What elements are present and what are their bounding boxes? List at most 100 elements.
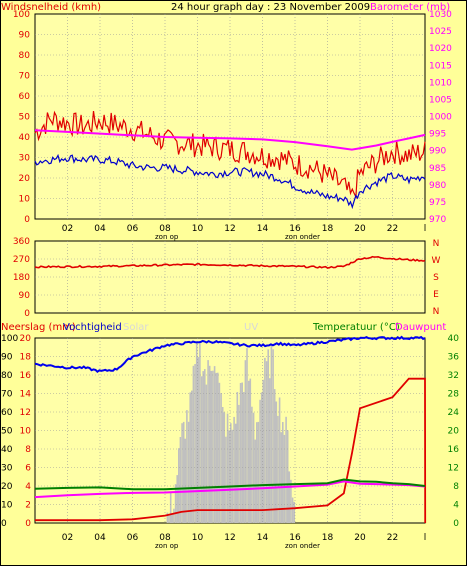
solar-bar: [228, 430, 230, 523]
temperature-label: Temperatuur (°C): [312, 322, 400, 333]
solar-bar: [207, 360, 209, 523]
time-tick-bottom: 04: [94, 533, 106, 543]
solar-bar: [288, 471, 291, 523]
time-tick-top: 20: [354, 224, 366, 234]
solar-bar: [220, 393, 222, 523]
solar-bar: [231, 429, 234, 523]
solar-bar: [181, 423, 183, 523]
solar-bar: [241, 382, 243, 523]
barometer-tick: 970: [429, 215, 446, 225]
solar-bar: [267, 349, 269, 523]
rain-tick: 2: [25, 501, 31, 511]
wind-speed-tick: 40: [19, 133, 31, 143]
time-tick-bottom: 10: [192, 533, 204, 543]
compass-tick: W: [432, 256, 441, 266]
solar-bar: [234, 423, 237, 523]
temperature-tick: 28: [448, 390, 460, 400]
time-tick-top: 04: [94, 224, 106, 234]
solar-bar: [285, 416, 287, 523]
solar-bar: [199, 342, 201, 523]
solar-bar: [239, 383, 242, 523]
compass-tick: S: [433, 273, 439, 283]
solar-radiation-fill: [166, 342, 295, 523]
solar-bar: [278, 397, 281, 523]
time-axis-bottom: 02 04 06 08 10 12 14 16 18 20 22 l: [62, 533, 426, 543]
solar-bar: [210, 370, 213, 523]
solar-bar: [249, 378, 252, 523]
temperature-tick: 40: [448, 334, 460, 344]
solar-bar: [205, 384, 208, 523]
solar-bar: [273, 389, 276, 523]
solar-bar: [182, 421, 185, 523]
time-tick-top: 18: [322, 224, 334, 234]
wind-average-line: [34, 153, 426, 210]
barometer-tick: 1010: [429, 78, 452, 88]
barometer-axis: 970 975 980 985 990 995 1000 1005 1010 1015 1020 10…: [429, 10, 452, 225]
time-tick-top: 16: [289, 224, 301, 234]
temperature-tick: 12: [448, 464, 459, 474]
humidity-tick: 20: [1, 482, 13, 492]
solar-bar: [169, 491, 172, 523]
dewpoint-label: Dauwpunt: [395, 322, 446, 333]
solar-bar: [290, 479, 292, 523]
humidity-tick: 70: [1, 390, 13, 400]
solar-bar: [184, 438, 187, 523]
solar-bar: [233, 416, 235, 523]
temperature-axis: 0 4 8 12 16 20 24 28 32 36 40: [448, 334, 460, 529]
solar-bar: [260, 392, 263, 523]
temperature-tick: 16: [448, 445, 460, 455]
humidity-axis: 0 10 20 30 40 50 60 70 80 90 100: [1, 334, 18, 529]
time-tick-bottom: l: [424, 533, 427, 543]
humidity-tick: 60: [1, 408, 13, 418]
rain-tick: 18: [20, 353, 32, 363]
direction-degree-tick: 270: [13, 255, 30, 265]
rain-tick: 6: [25, 464, 31, 474]
humidity-tick: 40: [1, 445, 13, 455]
solar-bar: [259, 399, 261, 523]
temperature-tick: 24: [448, 408, 460, 418]
barometer-tick: 985: [429, 164, 446, 174]
solar-bar: [217, 372, 219, 523]
solar-bar: [204, 369, 206, 523]
temperature-line: [34, 478, 426, 491]
rain-tick: 12: [20, 408, 31, 418]
solar-bar: [168, 515, 170, 523]
wind-baro-series: [34, 110, 426, 210]
solar-bar: [283, 434, 286, 523]
solar-bar: [269, 378, 271, 523]
wind-speed-tick: 70: [19, 72, 31, 82]
compass-tick: N: [433, 307, 440, 317]
wind-gust-line: [34, 110, 426, 200]
solar-bar: [230, 423, 232, 523]
solar-bar: [225, 436, 227, 523]
humidity-label: Vochtigheid: [63, 322, 122, 333]
wind-speed-label: Windsnelheid (kmh): [1, 2, 101, 13]
rain-tick: 16: [20, 371, 32, 381]
solar-bar: [262, 379, 265, 523]
time-tick-bottom: 06: [127, 533, 139, 543]
wind-speed-tick: 20: [19, 174, 31, 184]
direction-grid: [35, 241, 425, 313]
solar-bar: [244, 360, 247, 523]
sunrise-label-bottom: zon op: [155, 542, 179, 550]
temperature-tick: 4: [453, 501, 459, 511]
time-tick-bottom: 20: [354, 533, 366, 543]
rain-axis: 0 2 4 6 8 10 12 14 16 18 20: [20, 334, 32, 529]
solar-bar: [236, 392, 239, 523]
solar-bar: [280, 432, 282, 523]
rain-tick: 10: [20, 427, 32, 437]
barometer-line: [34, 129, 426, 151]
barometer-tick: 1020: [429, 44, 452, 54]
direction-degree-axis: 0 90 180 270 360: [13, 237, 30, 319]
rain-line: [35, 377, 427, 524]
direction-degree-tick: 180: [13, 273, 30, 283]
rain-tick: 14: [20, 390, 32, 400]
solar-bar: [265, 361, 268, 523]
solar-bar: [247, 380, 250, 523]
wind-speed-tick: 50: [19, 113, 31, 123]
temperature-tick: 20: [448, 427, 460, 437]
solar-bar: [212, 370, 214, 523]
solar-bar: [256, 422, 258, 523]
solar-bar: [251, 406, 253, 523]
